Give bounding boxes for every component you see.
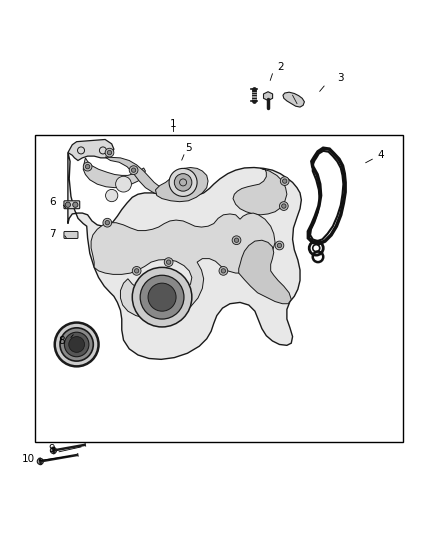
Circle shape: [103, 219, 112, 227]
Circle shape: [164, 258, 173, 266]
Polygon shape: [68, 152, 301, 359]
Circle shape: [64, 332, 89, 357]
Bar: [35, 135, 403, 442]
Circle shape: [65, 202, 71, 207]
Circle shape: [283, 179, 287, 183]
Text: 9: 9: [48, 444, 55, 454]
Circle shape: [277, 243, 282, 248]
Circle shape: [232, 236, 241, 245]
Circle shape: [105, 148, 114, 157]
Circle shape: [107, 150, 112, 155]
Circle shape: [131, 168, 136, 172]
Circle shape: [116, 176, 131, 192]
Circle shape: [174, 174, 192, 191]
Circle shape: [132, 268, 192, 327]
Circle shape: [83, 162, 92, 171]
Polygon shape: [91, 213, 275, 319]
FancyBboxPatch shape: [64, 231, 78, 238]
FancyBboxPatch shape: [64, 201, 80, 209]
Text: 5: 5: [185, 143, 192, 154]
Circle shape: [140, 275, 184, 319]
Circle shape: [169, 168, 197, 197]
Circle shape: [69, 336, 85, 352]
Polygon shape: [83, 158, 145, 188]
Circle shape: [132, 266, 141, 275]
Circle shape: [73, 202, 78, 207]
Circle shape: [280, 177, 289, 185]
Text: 8: 8: [58, 336, 65, 346]
Text: 1: 1: [170, 119, 177, 129]
Polygon shape: [155, 167, 208, 201]
Circle shape: [219, 266, 228, 275]
Circle shape: [106, 189, 118, 201]
Circle shape: [105, 221, 110, 225]
Circle shape: [234, 238, 239, 243]
Circle shape: [221, 269, 226, 273]
Text: 6: 6: [49, 197, 56, 207]
Circle shape: [282, 204, 286, 208]
Circle shape: [166, 260, 171, 264]
Circle shape: [37, 458, 43, 464]
Circle shape: [129, 166, 138, 174]
Circle shape: [279, 201, 288, 211]
Circle shape: [275, 241, 284, 250]
Text: 2: 2: [277, 62, 284, 72]
Polygon shape: [264, 92, 272, 101]
Circle shape: [50, 447, 57, 454]
Polygon shape: [239, 240, 291, 304]
Polygon shape: [68, 140, 114, 160]
Polygon shape: [283, 92, 304, 107]
Circle shape: [60, 328, 93, 361]
Circle shape: [134, 269, 139, 273]
Text: 4: 4: [378, 150, 385, 160]
Circle shape: [55, 322, 99, 366]
Polygon shape: [105, 157, 174, 197]
Polygon shape: [233, 168, 287, 215]
Circle shape: [85, 165, 90, 169]
Text: 3: 3: [337, 73, 344, 83]
Circle shape: [148, 283, 176, 311]
Text: 7: 7: [49, 229, 56, 239]
Text: 10: 10: [22, 454, 35, 464]
